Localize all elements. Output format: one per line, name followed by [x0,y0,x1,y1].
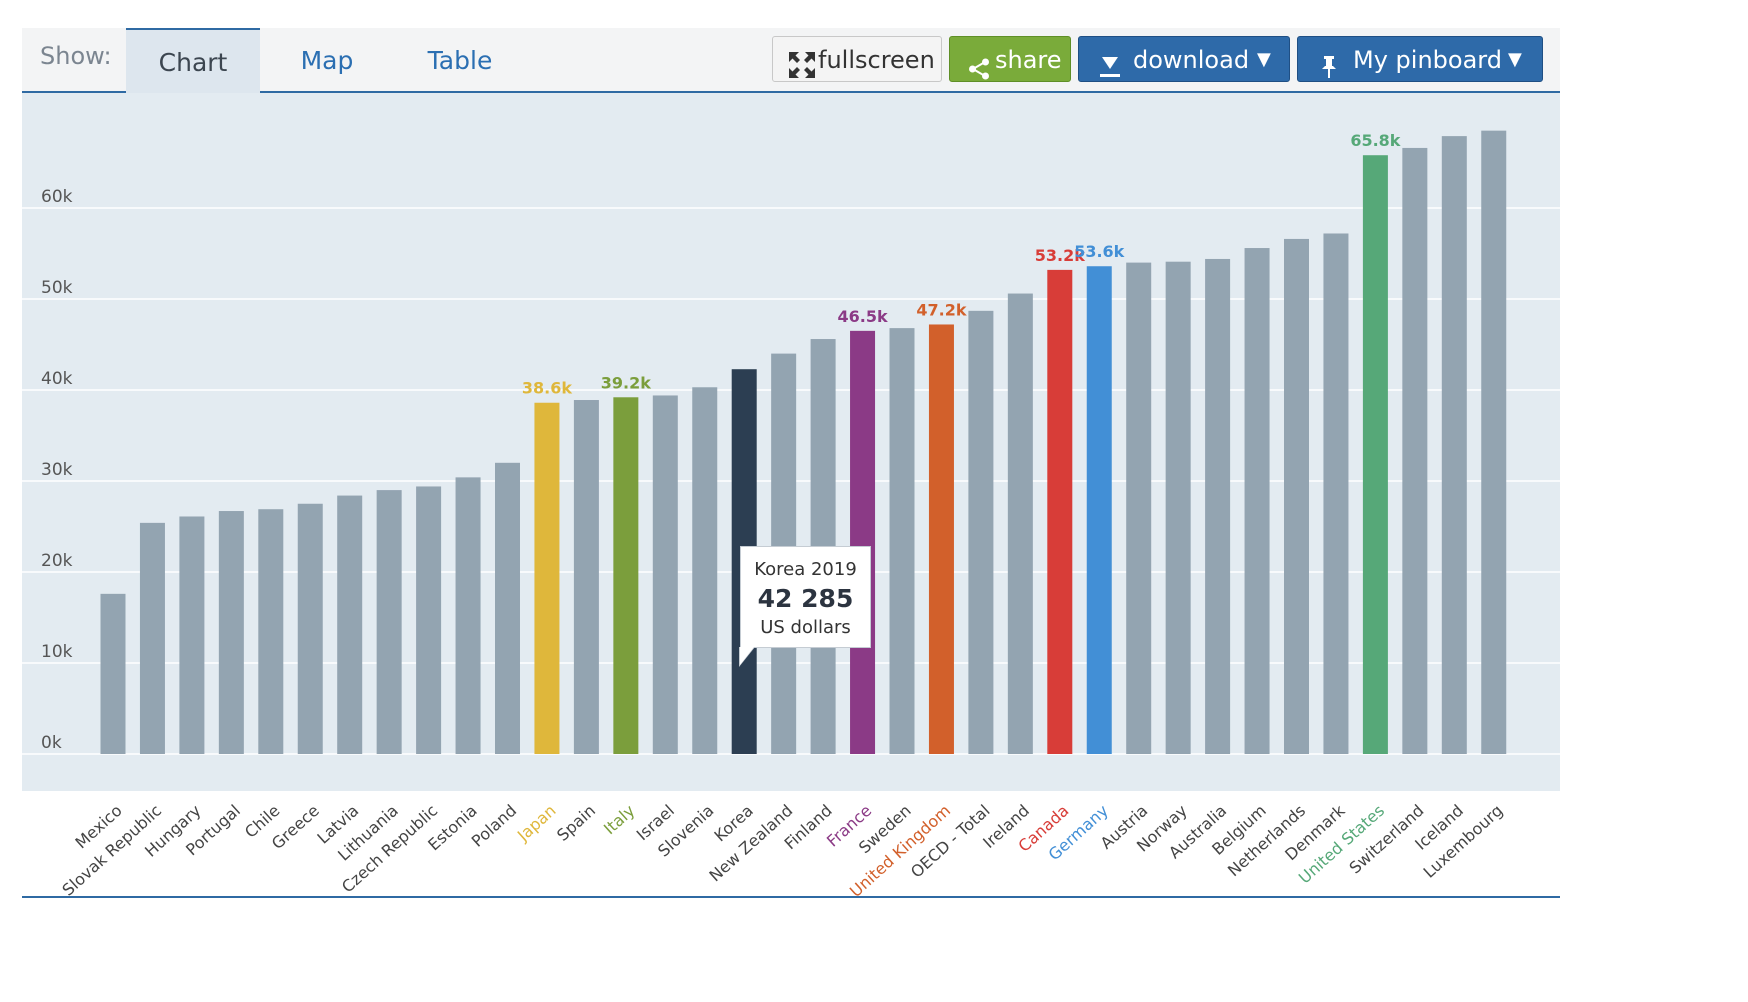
bar [652,395,678,754]
bar [692,387,718,754]
bar [139,522,165,754]
bar [1481,130,1507,754]
bar [258,509,284,754]
share-button[interactable]: share [949,36,1071,82]
bar [100,593,126,754]
download-label: download [1133,46,1250,74]
pinboard-label: My pinboard [1353,46,1502,74]
download-button[interactable]: download ▼ [1078,36,1290,82]
expand-icon [789,47,815,93]
bar [928,324,954,754]
y-tick-label: 60k [41,187,73,207]
tooltip-unit: US dollars [760,617,851,638]
x-tick-label: Spain [553,801,599,845]
data-label: 53.2k [1035,246,1085,265]
bar [337,495,363,754]
tooltip-value: 42 285 [757,584,854,613]
chevron-down-icon: ▼ [1508,49,1522,70]
y-tick-label: 50k [41,278,73,298]
chart-bottom-divider [22,896,1560,898]
bar [179,516,205,754]
fullscreen-label: fullscreen [818,46,935,74]
pinboard-button[interactable]: My pinboard ▼ [1297,36,1543,82]
toolbar-divider [22,91,1560,93]
bar [534,402,560,754]
tooltip-title: Korea 2019 [754,559,857,580]
bar [455,477,481,754]
bar [968,310,994,754]
show-label: Show: [40,42,112,70]
bar [218,511,244,754]
y-tick-label: 10k [41,642,73,662]
x-tick-label: Italy [600,801,639,838]
x-tick-label: Japan [513,801,560,846]
chart-tooltip: Korea 2019 42 285 US dollars [740,546,871,648]
bar [1047,269,1073,754]
data-label: 38.6k [522,379,572,398]
fullscreen-button[interactable]: fullscreen [772,36,942,82]
bar [1402,147,1428,754]
share-icon [968,49,990,95]
bar [297,503,323,754]
bar [1007,293,1033,754]
bar [1086,266,1112,754]
bar [1323,233,1349,755]
bar [613,397,639,754]
tab-map[interactable]: Map [300,46,354,75]
download-icon [1099,48,1121,94]
data-label: 53.6k [1074,242,1124,261]
x-tick-label: Poland [468,801,520,851]
bar [416,486,442,754]
bar [1126,262,1152,754]
data-label: 39.2k [601,373,651,392]
chevron-down-icon: ▼ [1257,49,1271,70]
bar [376,490,402,754]
data-label: 46.5k [837,307,887,326]
bar [495,462,520,754]
bar [1441,136,1467,755]
data-label: 65.8k [1350,131,1400,150]
tab-chart[interactable]: Chart [126,28,260,94]
bar [850,330,876,754]
y-tick-label: 20k [41,551,73,571]
bar [1205,258,1231,754]
bar [1165,261,1191,754]
bar [889,328,915,754]
y-tick-label: 40k [41,369,73,389]
pin-icon [1320,48,1338,94]
tab-table[interactable]: Table [427,46,493,75]
data-label: 47.2k [916,300,966,319]
tooltip-pointer [740,647,754,665]
bar [573,400,599,754]
share-label: share [995,46,1062,74]
bar [1284,238,1309,754]
y-tick-label: 0k [41,733,62,753]
bar [1362,155,1388,755]
y-tick-label: 30k [41,460,73,480]
bar [1244,248,1270,755]
